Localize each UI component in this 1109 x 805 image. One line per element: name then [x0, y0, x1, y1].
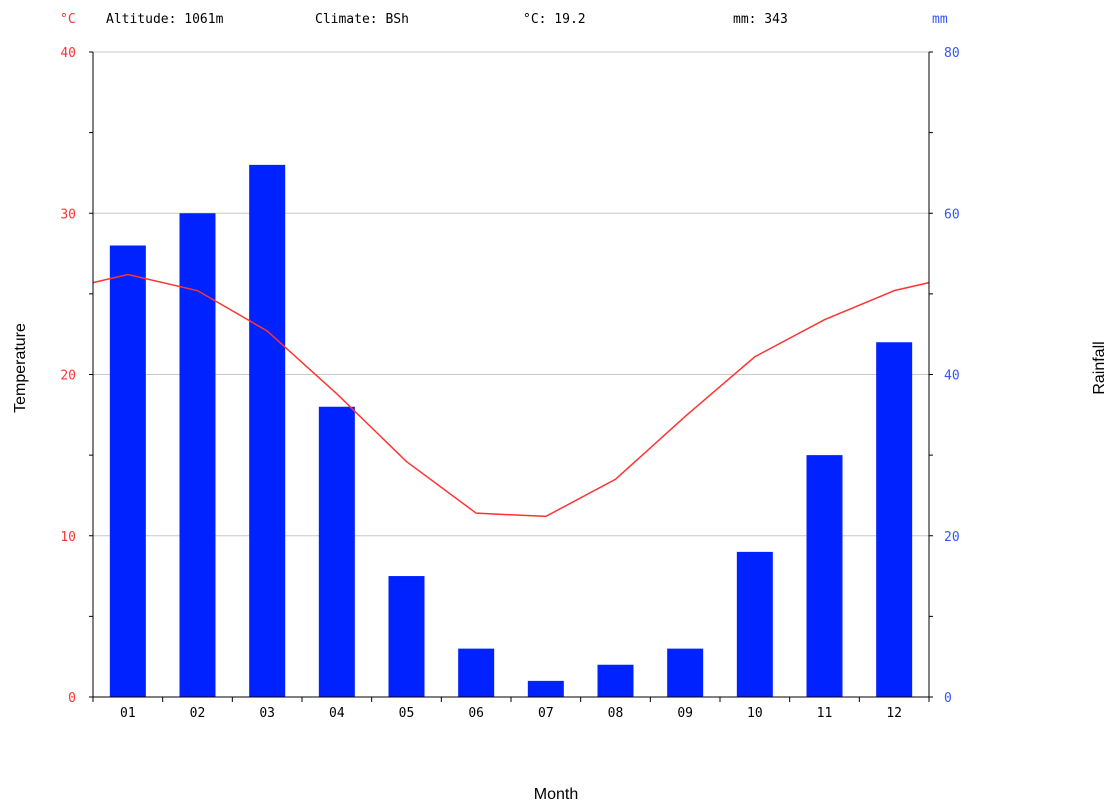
y-axis-left-title: Temperature [12, 323, 29, 413]
rainfall-bar [388, 576, 425, 697]
total-rain-label: mm: 343 [733, 12, 788, 27]
y-right-tick-label: 20 [944, 530, 960, 545]
x-tick-label: 02 [190, 706, 206, 721]
rainfall-bar [876, 342, 913, 697]
rainfall-bar [527, 680, 564, 697]
rainfall-bar [597, 664, 634, 697]
y-right-tick-label: 80 [944, 46, 960, 61]
x-tick-label: 11 [817, 706, 833, 721]
climate-label: Climate: BSh [315, 12, 409, 27]
altitude-label: Altitude: 1061m [106, 12, 224, 27]
rainfall-bar [109, 245, 146, 697]
rainfall-bars [109, 164, 913, 697]
x-tick-label: 10 [747, 706, 763, 721]
x-tick-label: 06 [468, 706, 484, 721]
rainfall-bar [179, 213, 216, 697]
temperature-line [92, 273, 930, 518]
temperature-line-group [92, 273, 930, 518]
y-right-tick-label: 0 [944, 691, 952, 706]
axes [89, 51, 933, 702]
x-tick-label: 03 [259, 706, 275, 721]
y-left-tick-label: 10 [60, 530, 76, 545]
x-tick-label: 01 [120, 706, 136, 721]
rainfall-bar [458, 648, 495, 697]
rainfall-bar [806, 455, 843, 697]
y-left-tick-label: 30 [60, 207, 76, 222]
rainfall-bar [736, 551, 773, 697]
x-tick-label: 08 [608, 706, 624, 721]
rainfall-bar [667, 648, 704, 697]
mean-temp-label: °C: 19.2 [523, 12, 586, 27]
right-unit-label: mm [932, 12, 948, 27]
x-tick-label: 12 [886, 706, 902, 721]
x-tick-label: 05 [399, 706, 415, 721]
left-unit-label: °C [60, 12, 76, 27]
rainfall-bar [318, 406, 355, 697]
x-tick-label: 07 [538, 706, 554, 721]
y-axis-right-title: Rainfall [1091, 341, 1108, 394]
rainfall-bar [249, 164, 286, 697]
x-axis-title: Month [534, 786, 578, 803]
y-right-tick-label: 40 [944, 369, 960, 384]
x-tick-label: 09 [677, 706, 693, 721]
x-tick-label: 04 [329, 706, 345, 721]
tick-labels: 0 10 20 30 40 0 20 40 60 80 01 02 03 04 05 06 07 08 09 10 11… [60, 46, 959, 721]
y-right-tick-label: 60 [944, 207, 960, 222]
y-left-tick-label: 0 [68, 691, 76, 706]
grid-lines [93, 51, 929, 537]
y-left-tick-label: 40 [60, 46, 76, 61]
y-left-tick-label: 20 [60, 369, 76, 384]
